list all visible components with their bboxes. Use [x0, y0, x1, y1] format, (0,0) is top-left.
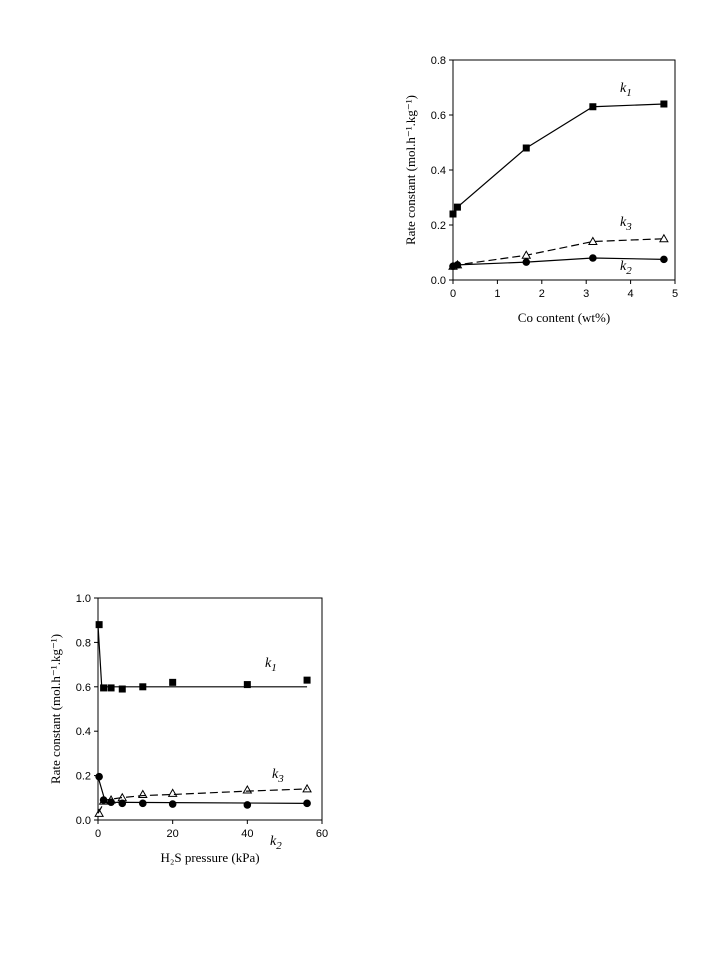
- point: [100, 684, 108, 692]
- plot-frame: [97, 597, 323, 821]
- point: [522, 144, 530, 152]
- y-tick-label: 0.6: [431, 110, 446, 122]
- series-line: [452, 103, 664, 215]
- series-line: [452, 238, 664, 267]
- point: [521, 250, 532, 259]
- point: [660, 255, 668, 264]
- series-label: k1: [265, 656, 277, 674]
- x-tick-label: 0: [450, 288, 456, 300]
- chart: 0 1 2 3 4 5 0.0 0.2 0.4 0.6 0.8 Co content (wt%) Rat…: [403, 55, 678, 325]
- point: [243, 681, 251, 689]
- point: [660, 100, 668, 108]
- point: [522, 258, 531, 266]
- y-tick-label: 0.8: [431, 55, 446, 67]
- point: [453, 203, 461, 211]
- series-line: [97, 788, 308, 814]
- y-tick-label: 0.8: [76, 637, 91, 649]
- y-tick-label: 1.0: [76, 593, 91, 605]
- series-label: k2: [620, 259, 632, 277]
- chart: 0 20 40 60 0.0 0.2 0.4 0.6 0.8 1.0 H₂S pressure (k…: [48, 593, 328, 865]
- point: [118, 685, 126, 693]
- y-tick-label: 0.4: [431, 165, 446, 177]
- x-tick-label: 40: [241, 828, 253, 840]
- point: [449, 210, 457, 218]
- y-tick-label: 0.0: [431, 275, 446, 287]
- series-label: k1: [620, 81, 632, 99]
- x-tick-label: 2: [539, 288, 545, 300]
- y-tick-label: 0.2: [76, 771, 91, 783]
- point: [589, 254, 597, 262]
- series-label: k2: [270, 834, 282, 852]
- point: [659, 233, 669, 243]
- point: [243, 801, 252, 809]
- point: [303, 676, 311, 684]
- series-line: [97, 776, 308, 804]
- series-line: [452, 257, 664, 267]
- x-tick-label: 0: [95, 828, 101, 840]
- x-tick-label: 5: [672, 288, 678, 300]
- point: [302, 783, 312, 793]
- point: [107, 684, 115, 692]
- point: [95, 621, 103, 629]
- point: [589, 103, 597, 111]
- series-label: k3: [272, 767, 284, 785]
- series-label: k3: [620, 215, 632, 233]
- y-tick-label: 0.2: [431, 220, 446, 232]
- point: [587, 236, 598, 245]
- x-tick-label: 60: [316, 828, 328, 840]
- y-axis-label: Rate constant (mol.h⁻¹.kg⁻¹): [48, 634, 63, 784]
- point: [139, 799, 147, 808]
- x-tick-label: 1: [494, 288, 500, 300]
- point: [94, 808, 104, 817]
- point: [95, 772, 103, 781]
- y-tick-label: 0.4: [76, 726, 91, 738]
- point: [453, 261, 462, 269]
- x-axis-label: Co content (wt%): [518, 310, 610, 325]
- point: [118, 799, 127, 808]
- point: [167, 788, 178, 797]
- point: [168, 800, 177, 808]
- x-tick-label: 20: [167, 828, 179, 840]
- series-line: [97, 624, 308, 688]
- y-tick-label: 0.6: [76, 682, 91, 694]
- point: [169, 678, 177, 686]
- x-tick-label: 4: [628, 288, 634, 300]
- point: [242, 785, 253, 794]
- x-tick-label: 3: [583, 288, 589, 300]
- y-tick-label: 0.0: [76, 815, 91, 827]
- point: [303, 799, 311, 808]
- y-axis-label: Rate constant (mol.h⁻¹.kg⁻¹): [403, 95, 418, 245]
- x-axis-label: H₂S pressure (kPa): [160, 850, 259, 865]
